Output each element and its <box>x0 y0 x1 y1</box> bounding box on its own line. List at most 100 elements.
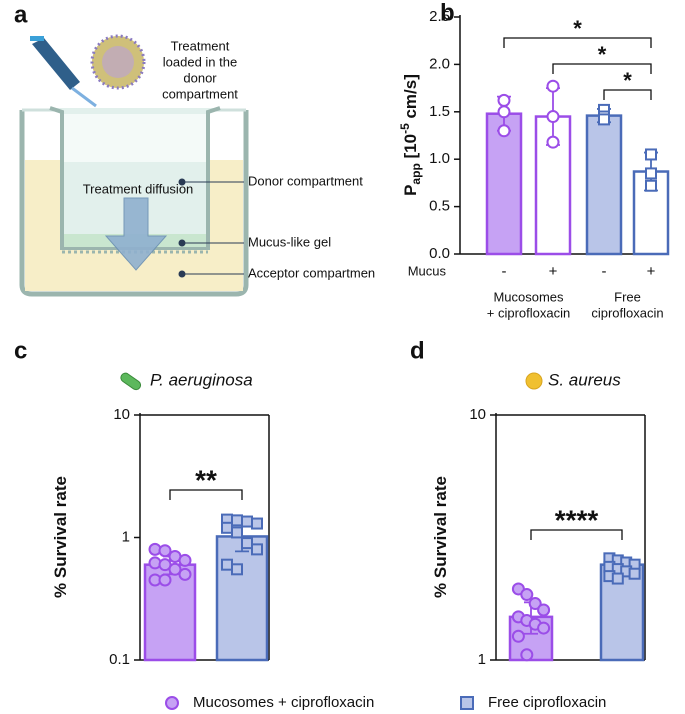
point <box>645 179 657 192</box>
panel-label: a <box>14 1 28 28</box>
note-line: donor <box>183 70 217 85</box>
point <box>645 167 657 180</box>
point <box>546 110 560 124</box>
legend-label: Free ciprofloxacin <box>488 694 606 711</box>
bacterium-icon <box>120 372 142 391</box>
acceptor-label: Acceptor compartmen <box>248 265 375 280</box>
y-tick-label: 0.1 <box>109 651 130 668</box>
donor-label: Donor compartment <box>248 173 363 188</box>
point <box>178 553 192 567</box>
panel: d S. aureus % Survival rate 1 10 **** <box>410 337 646 668</box>
note-line: loaded in the <box>163 54 237 69</box>
row-label: Mucus <box>408 263 447 278</box>
point <box>158 544 172 558</box>
legend-label: Mucosomes + ciprofloxacin <box>193 694 374 711</box>
point <box>251 543 263 556</box>
point <box>231 514 243 527</box>
y-tick-label: 1.0 <box>429 150 450 167</box>
point <box>628 567 641 580</box>
y-axis-label-part: % Survival rate <box>51 476 70 598</box>
significance-bracket <box>503 37 652 48</box>
point <box>221 521 233 534</box>
legend-marker <box>460 696 474 710</box>
point <box>611 572 624 585</box>
point <box>241 515 253 528</box>
point <box>221 558 233 571</box>
point <box>645 148 657 161</box>
point <box>168 562 182 576</box>
leaders <box>178 178 244 278</box>
group-label: ciprofloxacin <box>591 305 663 320</box>
note-line: Treatment <box>171 38 230 53</box>
point <box>546 135 560 149</box>
significance-label: * <box>598 42 607 67</box>
panel-label: d <box>410 337 425 364</box>
y-tick-label: 2.5 <box>429 8 450 25</box>
point <box>598 113 610 126</box>
diagram: a Treatment loaded in the donor compartm… <box>14 1 375 297</box>
pipette-tip <box>71 86 97 108</box>
point <box>528 597 542 611</box>
point <box>537 621 551 635</box>
insert-air <box>64 114 206 162</box>
y-axis-label-part: cm/s] <box>401 74 420 123</box>
panel-label: b <box>440 0 455 26</box>
point <box>231 526 243 539</box>
y-tick-label: 1 <box>478 651 486 668</box>
y-axis-label: % Survival rate <box>431 476 450 598</box>
legend-marker <box>165 696 179 710</box>
point <box>537 603 551 617</box>
panel-title: P. aeruginosa <box>150 370 253 389</box>
y-tick-label: 1.5 <box>429 103 450 120</box>
significance-label: ** <box>195 464 217 495</box>
y-axis-label: % Survival rate <box>51 476 70 598</box>
point <box>520 648 534 662</box>
point <box>520 588 534 602</box>
group-label: Mucosomes <box>493 289 564 304</box>
y-tick-label: 10 <box>113 406 130 423</box>
point <box>158 573 172 587</box>
panel: c P. aeruginosa % Survival rate 0.1 1 10 ** <box>14 337 270 668</box>
y-tick-label: 0.5 <box>429 198 450 215</box>
nanoparticle-core <box>102 46 134 78</box>
significance-bracket <box>169 489 243 500</box>
significance-bracket <box>603 89 652 100</box>
y-axis-label-part: % Survival rate <box>431 476 450 598</box>
point <box>251 517 263 530</box>
significance-bracket <box>530 529 623 540</box>
point <box>231 563 243 576</box>
group-label: Free <box>614 289 641 304</box>
pipette <box>32 38 80 90</box>
x-category: + <box>647 263 656 280</box>
point <box>241 537 253 550</box>
significance-label: * <box>623 68 632 93</box>
point <box>497 105 511 119</box>
y-axis-label-part: [10 <box>401 134 420 163</box>
panel: b Papp [10-5 cm/s] 0.0 0.5 1.0 1.5 2.0 2.5 - + - + M… <box>398 0 670 320</box>
significance-bracket <box>552 63 652 74</box>
note-line: compartment <box>162 86 238 101</box>
x-category: - <box>602 263 607 280</box>
panel-title: S. aureus <box>548 370 621 389</box>
group-label: + ciprofloxacin <box>487 305 570 320</box>
y-axis-label: Papp [10-5 cm/s] <box>398 74 423 196</box>
point <box>511 629 525 643</box>
significance-label: **** <box>555 504 599 535</box>
diffusion-label: Treatment diffusion <box>83 181 194 196</box>
point <box>178 567 192 581</box>
gel-label: Mucus-like gel <box>248 234 331 249</box>
y-axis-label-part: -5 <box>398 123 412 134</box>
x-category: + <box>549 263 558 280</box>
y-axis-label-part: app <box>409 163 423 184</box>
point <box>497 93 511 107</box>
x-category: - <box>502 263 507 280</box>
y-tick-label: 0.0 <box>429 245 450 262</box>
y-axis-label-part: P <box>401 185 420 196</box>
diffusion-arrow <box>104 197 168 271</box>
bar <box>215 535 269 662</box>
bar <box>585 114 623 256</box>
pipette-button <box>30 36 44 41</box>
well <box>19 110 249 297</box>
y-tick-label: 10 <box>469 406 486 423</box>
